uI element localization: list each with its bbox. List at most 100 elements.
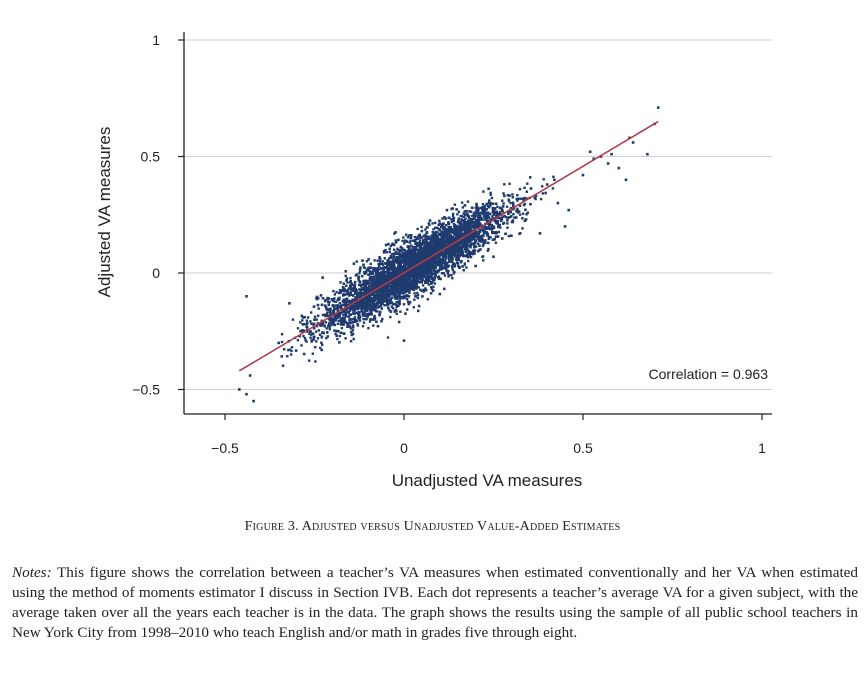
data-point (362, 321, 366, 324)
data-point (417, 309, 420, 313)
data-point (367, 258, 370, 261)
data-point (388, 278, 392, 282)
data-point (444, 254, 447, 257)
data-point (541, 185, 544, 188)
data-point (299, 330, 302, 333)
data-point (328, 311, 332, 314)
data-point (385, 267, 389, 270)
data-point (305, 319, 309, 322)
data-point (385, 266, 388, 269)
data-point (466, 226, 469, 229)
data-point (372, 284, 376, 288)
data-point (474, 206, 478, 209)
data-point (339, 305, 342, 308)
data-point (401, 279, 404, 283)
data-point (425, 271, 429, 275)
data-point (440, 251, 443, 254)
data-point (503, 183, 506, 186)
data-point (369, 306, 372, 309)
data-point (369, 297, 373, 300)
data-point (364, 287, 367, 290)
data-point (461, 245, 465, 249)
data-point (487, 247, 490, 251)
data-point (396, 252, 400, 256)
data-point (443, 240, 447, 243)
data-point (296, 339, 300, 342)
data-point (361, 303, 364, 306)
data-point (371, 298, 375, 302)
data-point (398, 292, 402, 295)
data-point (481, 255, 485, 258)
data-point (496, 220, 499, 223)
data-point (373, 259, 376, 262)
data-point (378, 256, 381, 259)
data-point (382, 284, 385, 288)
data-point (466, 200, 470, 203)
data-point (344, 274, 347, 278)
data-point (354, 298, 357, 302)
data-point (385, 304, 389, 307)
data-point (433, 240, 437, 244)
data-point (355, 298, 359, 301)
data-point (464, 223, 467, 227)
data-point (402, 268, 406, 271)
data-point (430, 246, 433, 250)
data-point (376, 274, 379, 277)
data-point (506, 222, 509, 225)
data-point (431, 234, 434, 237)
data-point (474, 241, 477, 244)
data-point (365, 260, 369, 263)
data-point (344, 337, 347, 340)
data-point (338, 314, 341, 317)
data-point (333, 307, 336, 311)
data-point (375, 301, 379, 304)
data-point (334, 332, 337, 336)
data-point (507, 200, 511, 203)
data-point (428, 253, 431, 257)
data-point (374, 304, 377, 307)
data-point (333, 329, 336, 332)
data-point (384, 248, 387, 252)
data-point (407, 302, 411, 306)
data-point (491, 206, 494, 210)
data-point (317, 329, 321, 332)
data-point (424, 237, 427, 240)
data-point (427, 271, 431, 274)
data-point (432, 267, 436, 271)
data-point (362, 301, 365, 304)
data-point (428, 223, 431, 226)
data-point (385, 291, 389, 294)
data-point (408, 234, 411, 237)
data-point (351, 326, 355, 329)
data-point (397, 304, 400, 307)
data-point (407, 277, 410, 281)
data-point (468, 210, 471, 213)
data-point (358, 272, 361, 275)
data-point (413, 257, 416, 261)
data-point (353, 285, 356, 288)
data-point (381, 317, 384, 321)
data-point (359, 268, 362, 271)
data-point (461, 265, 464, 268)
data-point (408, 291, 411, 294)
data-point (334, 300, 337, 303)
data-point (544, 191, 547, 195)
data-point (424, 287, 427, 290)
data-point (339, 317, 343, 320)
data-point (434, 221, 437, 225)
data-point (501, 199, 504, 202)
data-point (493, 219, 497, 223)
data-point (443, 251, 447, 255)
data-point (428, 279, 431, 283)
data-point (507, 210, 511, 213)
data-point (490, 223, 493, 227)
data-point (482, 190, 485, 193)
data-point (425, 247, 428, 250)
data-point (465, 227, 468, 230)
data-point (483, 215, 486, 218)
data-point (467, 259, 470, 263)
data-point (405, 298, 409, 301)
data-point (351, 321, 354, 324)
data-point (476, 222, 479, 225)
data-point (484, 211, 488, 214)
